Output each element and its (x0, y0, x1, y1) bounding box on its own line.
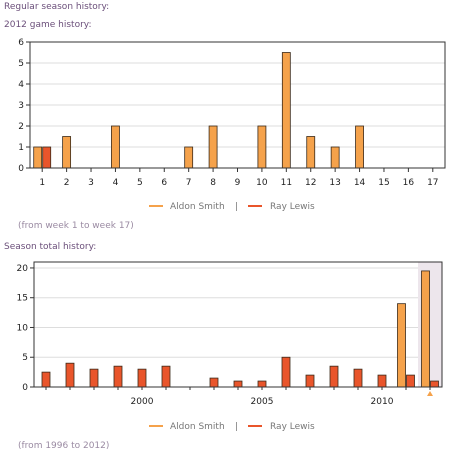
x-tick-label: 2000 (131, 397, 154, 407)
x-tick-label: 13 (329, 178, 340, 188)
x-tick-label: 2010 (371, 397, 394, 407)
bar-ray-lewis-2000[interactable] (137, 368, 147, 388)
bar-ray-lewis-1998[interactable] (89, 368, 99, 388)
x-tick-label: 6 (161, 178, 167, 188)
y-tick-label: 6 (18, 38, 24, 48)
season-range-note: (from 1996 to 2012) (18, 441, 110, 451)
season-chart-legend: Aldon Smith | Ray Lewis (149, 422, 315, 432)
legend-label-ray-lewis: Ray Lewis (270, 422, 315, 432)
season-chart-plot-frame (33, 261, 443, 388)
bar-ray-lewis-2003[interactable] (209, 377, 219, 388)
bar-ray-lewis-2010[interactable] (377, 374, 387, 388)
x-tick-label: 1 (39, 178, 45, 188)
y-tick-label: 20 (17, 264, 29, 274)
game-range-note: (from week 1 to week 17) (18, 221, 134, 231)
x-tick-label: 2 (64, 178, 70, 188)
bar-ray-lewis-2005[interactable] (257, 380, 267, 388)
legend-label-aldon-smith: Aldon Smith (170, 422, 225, 432)
y-tick-label: 1 (18, 143, 24, 153)
x-tick-label: 5 (137, 178, 143, 188)
bar-ray-lewis-1996[interactable] (41, 371, 51, 388)
y-tick-label: 5 (22, 353, 28, 363)
bar-ray-lewis-2009[interactable] (353, 368, 363, 388)
bar-aldon-smith-2012[interactable] (421, 270, 430, 388)
x-tick-label: 10 (256, 178, 268, 188)
bar-ray-lewis-2006[interactable] (281, 356, 291, 388)
bar-ray-lewis-1999[interactable] (113, 365, 123, 388)
legend-label-aldon-smith: Aldon Smith (170, 202, 225, 212)
x-tick-label: 14 (354, 178, 366, 188)
x-tick-label: 8 (210, 178, 216, 188)
legend-label-ray-lewis: Ray Lewis (270, 202, 315, 212)
y-tick-label: 0 (18, 164, 24, 174)
x-tick-label: 2005 (251, 397, 274, 407)
x-tick-label: 12 (305, 178, 316, 188)
legend-separator: | (235, 202, 238, 212)
x-tick-label: 9 (235, 178, 241, 188)
y-tick-label: 5 (18, 59, 24, 69)
y-tick-label: 3 (18, 101, 24, 111)
regular-season-title: Regular season history: (4, 2, 110, 12)
bar-ray-lewis-2012[interactable] (430, 380, 439, 388)
x-tick-label: 17 (427, 178, 438, 188)
bar-ray-lewis-2001[interactable] (161, 365, 171, 388)
x-tick-label: 4 (113, 178, 119, 188)
y-tick-label: 0 (22, 383, 28, 393)
game-chart-legend: Aldon Smith | Ray Lewis (149, 202, 315, 212)
season-total-title: Season total history: (4, 242, 97, 252)
game-history-title: 2012 game history: (4, 20, 92, 30)
bar-ray-lewis-2007[interactable] (305, 374, 315, 388)
y-tick-label: 10 (17, 323, 29, 333)
bar-ray-lewis-2008[interactable] (329, 365, 339, 388)
bar-ray-lewis-1997[interactable] (65, 362, 75, 388)
y-tick-label: 2 (18, 122, 24, 132)
current-season-marker-icon (427, 391, 433, 396)
bar-ray-lewis-2011[interactable] (406, 374, 415, 388)
x-tick-label: 15 (378, 178, 389, 188)
y-tick-label: 15 (17, 294, 28, 304)
x-tick-label: 7 (186, 178, 192, 188)
legend-separator: | (235, 422, 238, 432)
game-chart-plot-frame (29, 41, 446, 169)
bar-ray-lewis-2004[interactable] (233, 380, 243, 388)
bar-aldon-smith-2011[interactable] (397, 303, 406, 388)
x-tick-label: 3 (88, 178, 94, 188)
x-tick-label: 16 (403, 178, 415, 188)
y-tick-label: 4 (18, 80, 24, 90)
x-tick-label: 11 (281, 178, 292, 188)
